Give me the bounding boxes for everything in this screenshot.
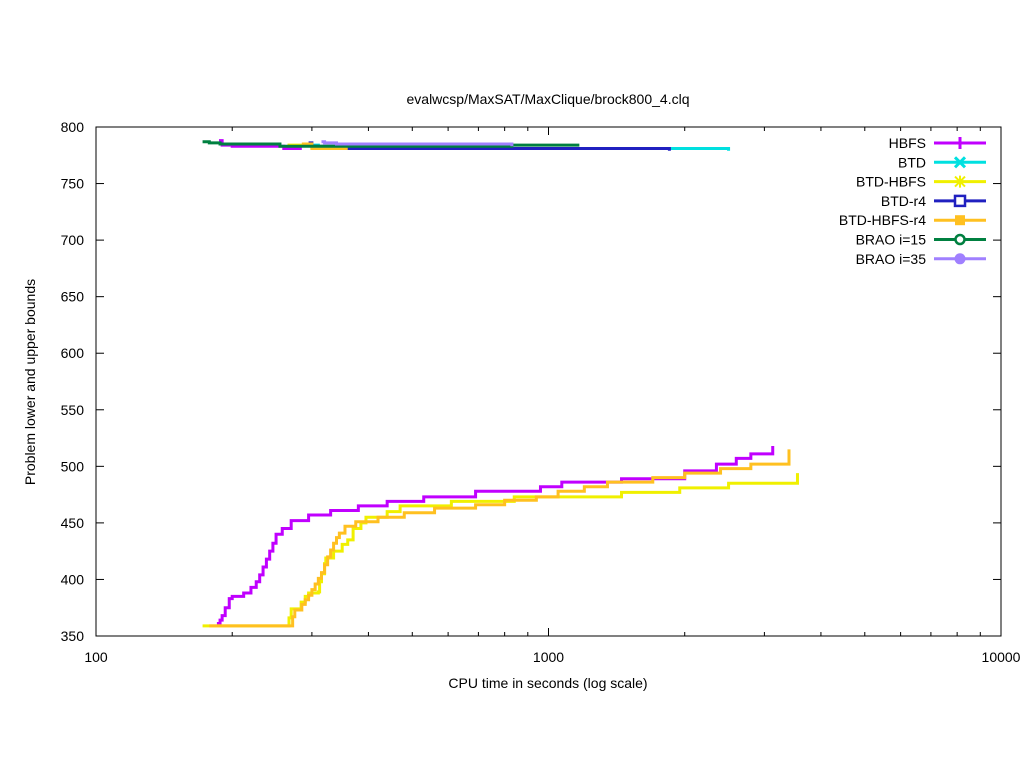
series-hbfs-upper-line [219,139,302,150]
square-marker-icon [953,194,967,208]
plot-frame [95,126,1002,637]
legend-label-btd-hbfs-r4: BTD-HBFS-r4 [839,212,926,228]
y-tick-label: 700 [61,232,85,248]
legend-label-btd: BTD [898,154,926,170]
y-tick-label: 800 [61,119,85,135]
star-marker-icon [954,175,966,188]
y-tick-label: 550 [61,402,85,418]
y-tick-label: 750 [61,176,85,192]
y-tick-label: 450 [61,515,85,531]
y-tick-label: 350 [61,628,85,644]
y-axis-label: Problem lower and upper bounds [22,279,38,485]
y-tick-label: 600 [61,345,85,361]
cross-marker-icon [953,156,967,169]
filled-circle-marker-icon [954,253,966,265]
y-tick-label: 500 [61,458,85,474]
plus-marker-icon [954,137,966,149]
x-axis-label: CPU time in seconds (log scale) [448,675,647,691]
legend-label-btd-r4: BTD-r4 [881,193,926,209]
legend-label-brao-i-35: BRAO i=35 [856,251,927,267]
series-btd-hbfs-r4-lower-line [209,449,791,628]
circle-marker-icon [954,233,966,246]
y-tick-label: 400 [61,571,85,587]
filled-square-marker-icon [955,215,965,226]
legend-label-btd-hbfs: BTD-HBFS [856,174,926,190]
series-hbfs-lower-line [216,445,775,626]
series-brao-i-35-upper-line [321,140,514,147]
x-tick-label: 100 [84,649,108,665]
series-btd-hbfs-lower-line [202,473,799,628]
x-tick-label: 1000 [533,649,564,665]
chart-title: evalwcsp/MaxSAT/MaxClique/brock800_4.clq [407,91,690,107]
legend-label-hbfs: HBFS [889,135,926,151]
x-tick-label: 10000 [982,649,1021,665]
legend-label-brao-i-15: BRAO i=15 [856,232,927,248]
y-tick-label: 650 [61,289,85,305]
